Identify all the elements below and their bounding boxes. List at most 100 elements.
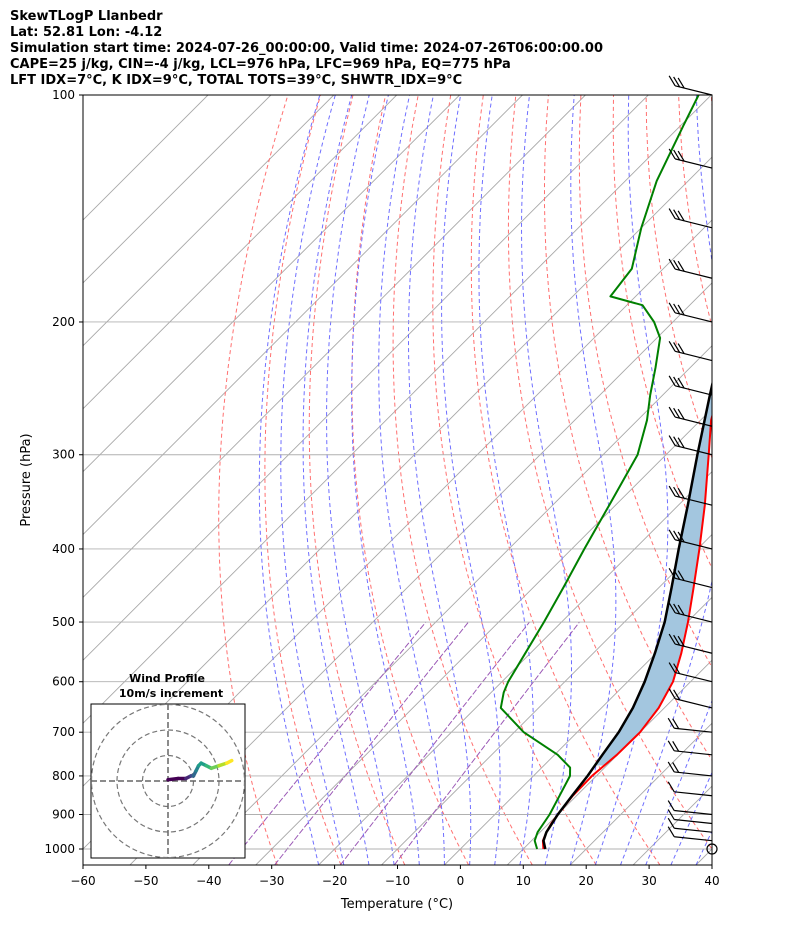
y-tick-label: 200 bbox=[52, 315, 75, 329]
wind-barb bbox=[668, 375, 713, 396]
barb-shaft bbox=[674, 385, 713, 396]
moist-adiabat-line bbox=[351, 95, 420, 865]
wind-barb bbox=[668, 688, 713, 709]
barb-feather bbox=[677, 437, 685, 449]
barb-shaft bbox=[674, 444, 713, 456]
wind-barbs bbox=[667, 75, 718, 855]
isotherm-line bbox=[83, 95, 523, 536]
barb-shaft bbox=[674, 539, 713, 550]
y-tick-label: 500 bbox=[52, 615, 75, 629]
moist-adiabat-line bbox=[645, 699, 712, 865]
barb-shaft bbox=[674, 312, 713, 323]
barb-feather bbox=[677, 260, 685, 272]
moist-adiabat-line bbox=[721, 95, 794, 865]
barb-feather bbox=[673, 342, 681, 353]
x-tick-label: −30 bbox=[259, 874, 284, 888]
barb-feather bbox=[667, 817, 675, 829]
y-axis-label: Pressure (hPa) bbox=[19, 433, 34, 526]
dry-adiabat-line bbox=[710, 95, 712, 113]
barb-shaft bbox=[674, 577, 713, 589]
barb-feather bbox=[668, 602, 676, 614]
barb-feather bbox=[673, 376, 681, 388]
barb-feather bbox=[668, 485, 676, 497]
barb-feather bbox=[673, 149, 681, 161]
barb-shaft bbox=[674, 495, 713, 506]
barb-shaft bbox=[674, 217, 713, 229]
wind-profile-inset: Wind Profile 10m/s increment bbox=[90, 672, 246, 859]
dry-adiabat-line bbox=[308, 95, 406, 865]
dry-adiabat-line bbox=[351, 95, 470, 865]
isotherm-line bbox=[444, 596, 712, 865]
moist-adiabat-line bbox=[478, 95, 534, 865]
moist-adiabat-line bbox=[378, 95, 445, 865]
dry-adiabat-line bbox=[432, 95, 597, 865]
barb-feather bbox=[667, 717, 675, 729]
barb-feather bbox=[677, 570, 685, 581]
barb-feather bbox=[673, 486, 681, 498]
wind-barb bbox=[668, 435, 713, 456]
barb-feather bbox=[667, 761, 675, 773]
mixing-ratio-line bbox=[274, 621, 469, 865]
y-tick-label: 400 bbox=[52, 542, 75, 556]
barb-feather bbox=[677, 343, 685, 354]
isotherm-line bbox=[569, 722, 712, 865]
moist-adiabat-line bbox=[441, 95, 501, 865]
wind-barb bbox=[668, 406, 713, 427]
barb-feather bbox=[668, 208, 676, 219]
y-tick-label: 600 bbox=[52, 675, 75, 689]
isotherm-line bbox=[759, 95, 794, 865]
barb-feather bbox=[668, 258, 676, 270]
isotherm-line bbox=[129, 282, 712, 865]
barb-feather bbox=[673, 436, 681, 447]
parcel-line bbox=[542, 380, 712, 850]
wind-barb bbox=[667, 817, 713, 833]
x-axis-label: Temperature (°C) bbox=[340, 897, 453, 912]
x-axis: −60 −50 −40 −30 −20 −10 0 10 20 30 40 bbox=[70, 865, 720, 888]
mixing-ratio-line bbox=[228, 621, 427, 865]
dry-adiabat-line bbox=[544, 95, 712, 762]
y-tick-label: 900 bbox=[52, 807, 75, 821]
barb-feather bbox=[668, 662, 676, 673]
barb-shaft bbox=[674, 836, 713, 842]
moist-adiabat-line bbox=[670, 771, 712, 865]
barb-feather bbox=[668, 688, 676, 700]
barb-shaft bbox=[674, 643, 713, 654]
wind-barb bbox=[668, 633, 713, 654]
isotherm-line bbox=[83, 95, 586, 599]
barb-feather bbox=[677, 531, 685, 543]
wind-barb bbox=[667, 800, 713, 816]
barb-feather bbox=[673, 259, 681, 271]
wind-barb bbox=[668, 485, 713, 506]
barb-shaft bbox=[674, 612, 713, 623]
barb-feather bbox=[667, 740, 675, 752]
inset-subtitle: 10m/s increment bbox=[119, 687, 223, 700]
barb-feather bbox=[677, 77, 685, 89]
x-tick-label: −40 bbox=[196, 874, 221, 888]
dry-adiabat-line bbox=[612, 95, 712, 570]
x-tick-label: −10 bbox=[385, 874, 410, 888]
wind-barb bbox=[667, 809, 713, 825]
barb-feather bbox=[668, 406, 676, 418]
barb-feather bbox=[673, 209, 681, 220]
barb-feather bbox=[672, 740, 680, 752]
moist-adiabat-line bbox=[258, 95, 321, 865]
x-tick-label: −20 bbox=[322, 874, 347, 888]
barb-shaft bbox=[674, 750, 713, 756]
wind-barb bbox=[668, 529, 713, 550]
barb-feather bbox=[673, 569, 681, 580]
isotherm-line bbox=[632, 785, 712, 865]
wind-barb bbox=[667, 761, 713, 777]
dry-adiabat-line bbox=[776, 95, 794, 865]
barb-feather bbox=[668, 633, 676, 645]
wind-barb bbox=[668, 662, 713, 683]
wind-barb bbox=[667, 717, 713, 733]
x-tick-label: −50 bbox=[133, 874, 158, 888]
chart-title: SkewTLogP Llanbedr bbox=[10, 9, 163, 24]
barb-shaft bbox=[674, 727, 713, 733]
isotherm-line bbox=[83, 95, 398, 410]
y-tick-label: 1000 bbox=[44, 842, 75, 856]
moist-adiabat-line bbox=[520, 95, 572, 865]
x-tick-label: 10 bbox=[516, 874, 531, 888]
wind-barb bbox=[667, 740, 713, 756]
barb-feather bbox=[677, 304, 685, 316]
